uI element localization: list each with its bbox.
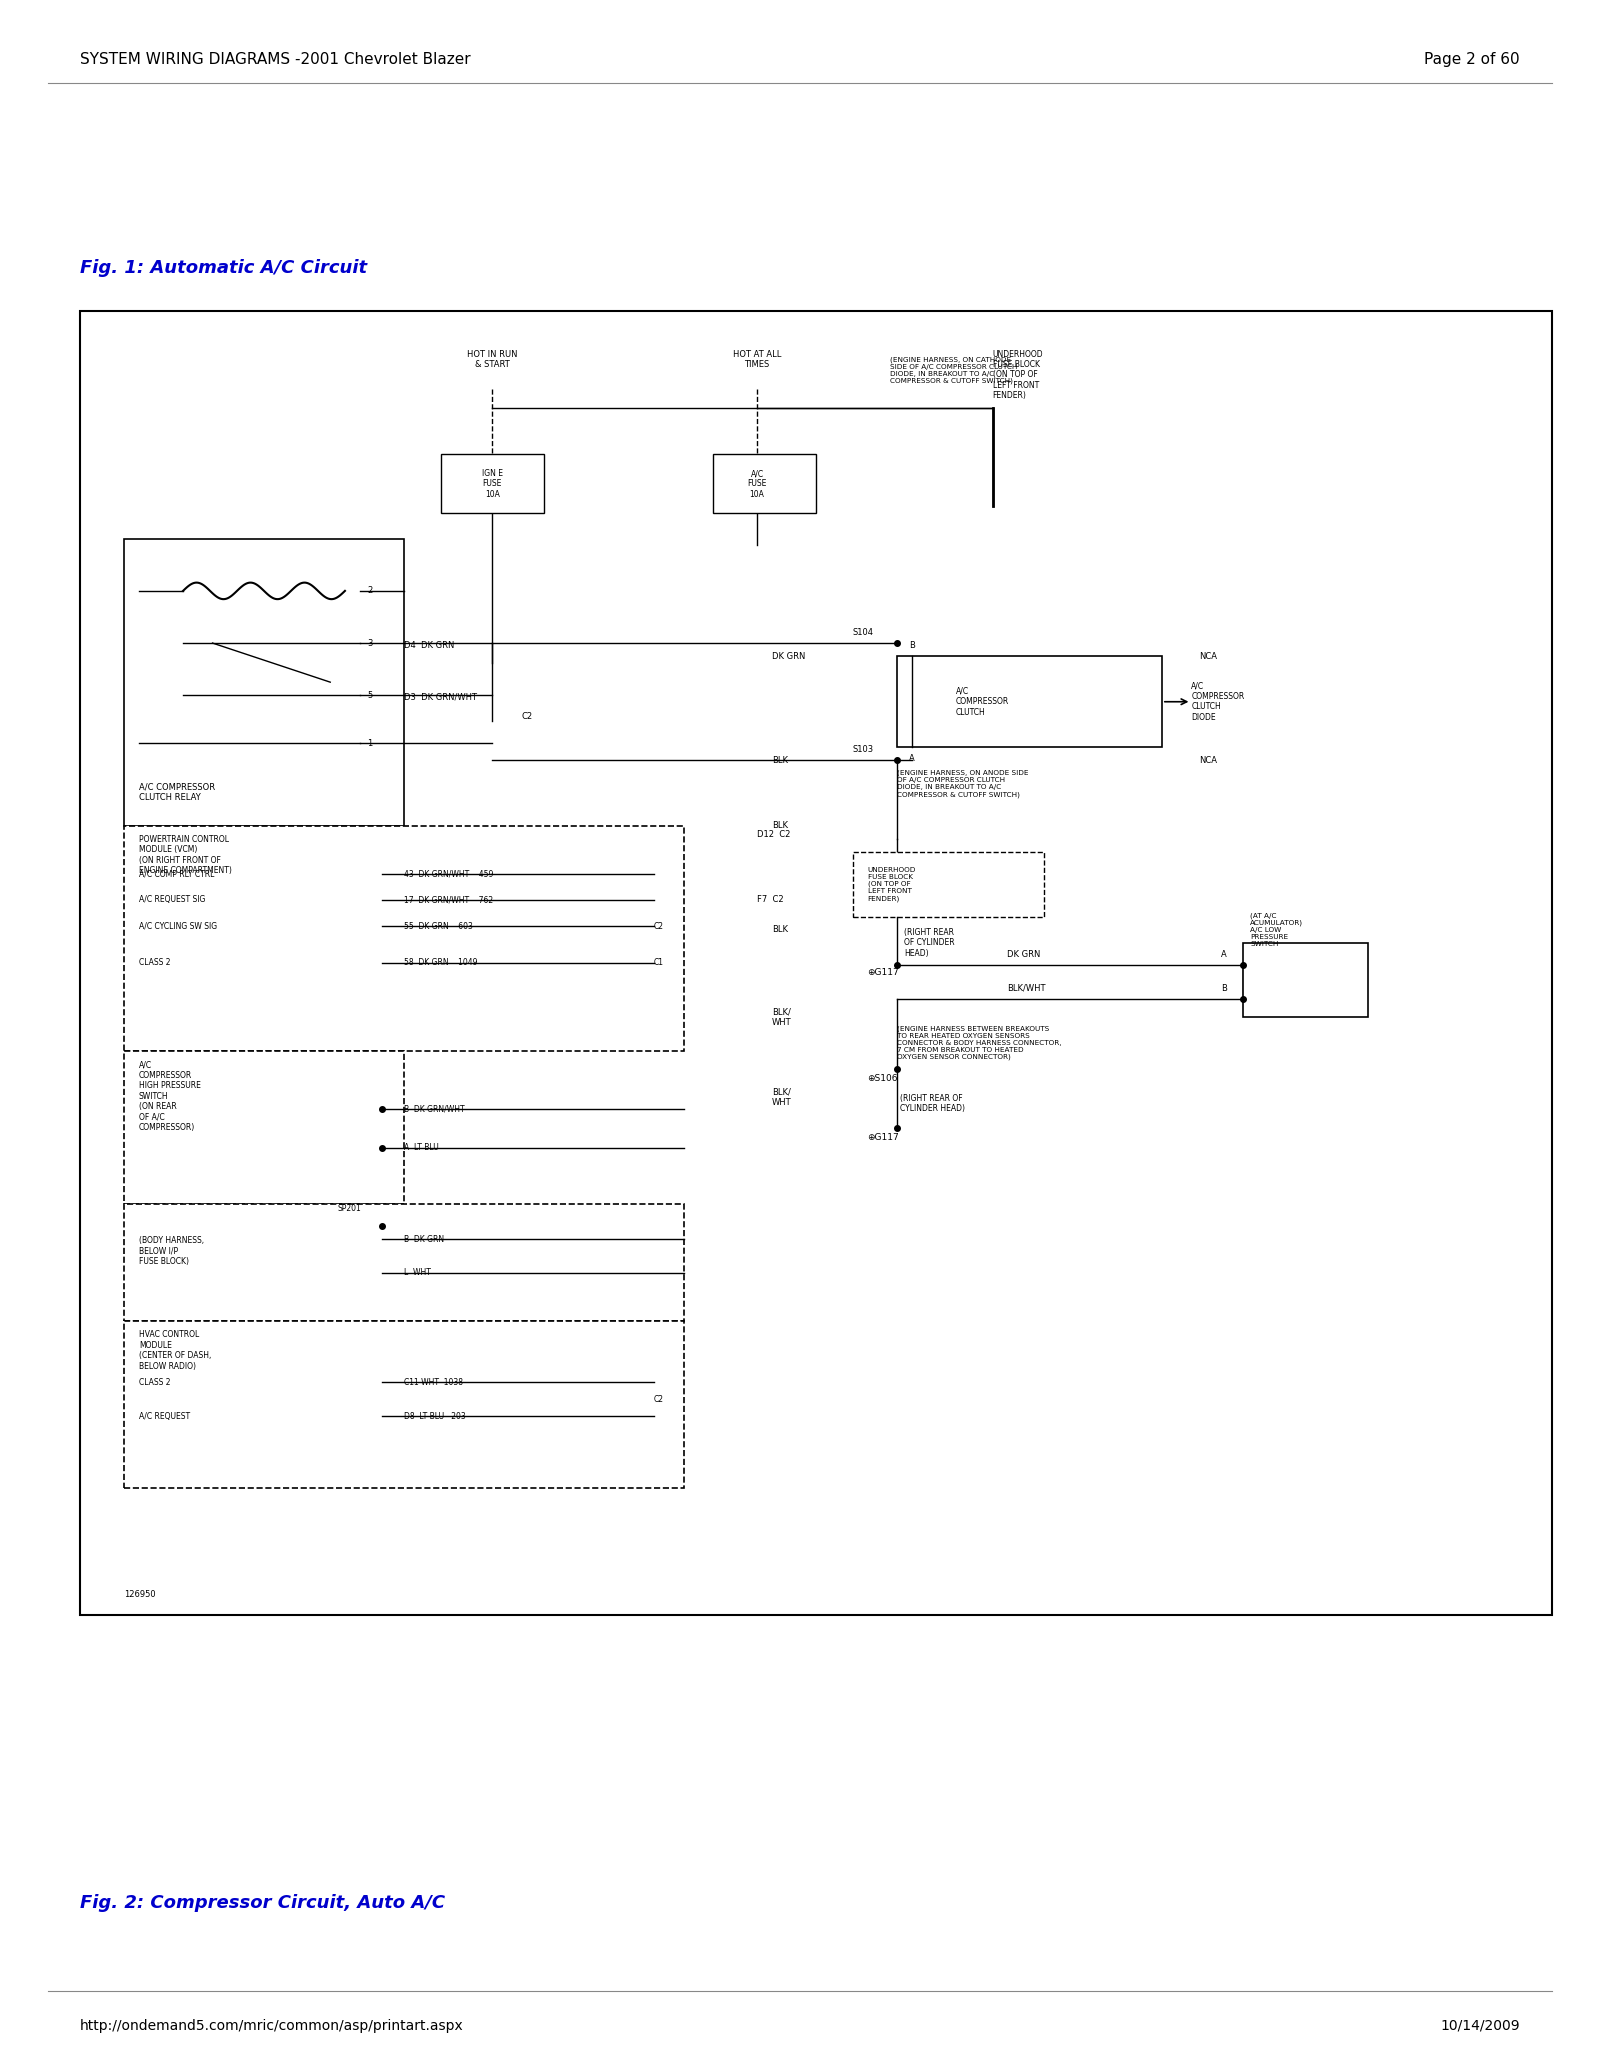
Text: D12  C2: D12 C2 xyxy=(757,830,790,838)
Text: C2: C2 xyxy=(654,1395,664,1403)
Text: C2: C2 xyxy=(522,712,533,720)
Text: A: A xyxy=(1221,950,1227,958)
Text: B  DK GRN: B DK GRN xyxy=(403,1234,443,1244)
Bar xyxy=(125,1205,683,1321)
Text: F7  C2: F7 C2 xyxy=(757,896,784,905)
Text: (ENGINE HARNESS, ON CATHODE
SIDE OF A/C COMPRESSOR CLUTCH
DIODE, IN BREAKOUT TO : (ENGINE HARNESS, ON CATHODE SIDE OF A/C … xyxy=(890,356,1018,385)
Text: NCA: NCA xyxy=(1198,652,1216,660)
Text: DK GRN: DK GRN xyxy=(1008,950,1040,958)
Text: Fig. 2: Compressor Circuit, Auto A/C: Fig. 2: Compressor Circuit, Auto A/C xyxy=(80,1894,445,1913)
Text: ⊕G117: ⊕G117 xyxy=(867,969,899,977)
Text: 1: 1 xyxy=(366,739,373,747)
Text: UNDERHOOD
FUSE BLOCK
(ON TOP OF
LEFT FRONT
FENDER): UNDERHOOD FUSE BLOCK (ON TOP OF LEFT FRO… xyxy=(867,867,915,903)
Bar xyxy=(440,453,544,513)
Bar xyxy=(125,1321,683,1488)
Text: D3  DK GRN/WHT: D3 DK GRN/WHT xyxy=(403,693,477,702)
Bar xyxy=(125,1052,403,1205)
Text: C1: C1 xyxy=(654,958,664,967)
Text: CLASS 2: CLASS 2 xyxy=(139,1379,170,1387)
Text: A/C COMP RLY CTRL: A/C COMP RLY CTRL xyxy=(139,869,214,878)
Text: D8  LT BLU   203: D8 LT BLU 203 xyxy=(403,1412,466,1420)
Text: A/C REQUEST: A/C REQUEST xyxy=(139,1412,190,1420)
Text: Page 2 of 60: Page 2 of 60 xyxy=(1424,52,1520,66)
Text: 3: 3 xyxy=(366,638,373,648)
Text: A: A xyxy=(909,753,915,764)
Text: POWERTRAIN CONTROL
MODULE (VCM)
(ON RIGHT FRONT OF
ENGINE COMPARTMENT): POWERTRAIN CONTROL MODULE (VCM) (ON RIGH… xyxy=(139,834,232,876)
Text: UNDERHOOD
FUSE BLOCK
(ON TOP OF
LEFT FRONT
FENDER): UNDERHOOD FUSE BLOCK (ON TOP OF LEFT FRO… xyxy=(992,350,1043,400)
Text: (RIGHT REAR OF
CYLINDER HEAD): (RIGHT REAR OF CYLINDER HEAD) xyxy=(899,1093,965,1114)
Text: 2: 2 xyxy=(366,586,373,596)
Text: S103: S103 xyxy=(853,745,874,753)
Text: Fig. 1: Automatic A/C Circuit: Fig. 1: Automatic A/C Circuit xyxy=(80,259,366,277)
Text: BLK: BLK xyxy=(771,756,787,766)
Text: ⊕G117: ⊕G117 xyxy=(867,1132,899,1143)
Bar xyxy=(714,453,816,513)
Text: SP201: SP201 xyxy=(338,1205,362,1213)
Text: A/C
COMPRESSOR
CLUTCH
DIODE: A/C COMPRESSOR CLUTCH DIODE xyxy=(1192,681,1245,722)
Text: 10/14/2009: 10/14/2009 xyxy=(1440,2018,1520,2033)
Bar xyxy=(125,826,683,1052)
Text: A/C REQUEST SIG: A/C REQUEST SIG xyxy=(139,896,205,905)
Text: (ENGINE HARNESS, ON ANODE SIDE
OF A/C COMPRESSOR CLUTCH
DIODE, IN BREAKOUT TO A/: (ENGINE HARNESS, ON ANODE SIDE OF A/C CO… xyxy=(898,770,1029,797)
Text: B: B xyxy=(909,640,915,650)
Text: A  LT BLU: A LT BLU xyxy=(403,1143,438,1153)
Text: http://ondemand5.com/mric/common/asp/printart.aspx: http://ondemand5.com/mric/common/asp/pri… xyxy=(80,2018,464,2033)
Bar xyxy=(125,538,403,826)
Text: D4  DK GRN: D4 DK GRN xyxy=(403,640,454,650)
Text: HOT AT ALL
TIMES: HOT AT ALL TIMES xyxy=(733,350,781,368)
Text: IGN E
FUSE
10A: IGN E FUSE 10A xyxy=(482,470,502,499)
Text: BLK/
WHT: BLK/ WHT xyxy=(771,1087,792,1107)
Text: L  WHT: L WHT xyxy=(403,1269,430,1277)
Text: B  DK GRN/WHT: B DK GRN/WHT xyxy=(403,1103,464,1114)
Text: (AT A/C
ACUMULATOR)
A/C LOW
PRESSURE
SWITCH: (AT A/C ACUMULATOR) A/C LOW PRESSURE SWI… xyxy=(1250,913,1304,948)
Text: 17  DK GRN/WHT    762: 17 DK GRN/WHT 762 xyxy=(403,896,493,905)
Text: A/C
FUSE
10A: A/C FUSE 10A xyxy=(747,470,766,499)
Text: DK GRN: DK GRN xyxy=(771,652,805,660)
Bar xyxy=(1243,944,1368,1016)
Text: HOT IN RUN
& START: HOT IN RUN & START xyxy=(467,350,517,368)
Text: SYSTEM WIRING DIAGRAMS -2001 Chevrolet Blazer: SYSTEM WIRING DIAGRAMS -2001 Chevrolet B… xyxy=(80,52,470,66)
Text: S104: S104 xyxy=(853,627,874,638)
Text: C2: C2 xyxy=(654,921,664,932)
Text: (ENGINE HARNESS BETWEEN BREAKOUTS
TO REAR HEATED OXYGEN SENSORS
CONNECTOR & BODY: (ENGINE HARNESS BETWEEN BREAKOUTS TO REA… xyxy=(898,1025,1061,1060)
Text: NCA: NCA xyxy=(1198,756,1216,766)
Text: B: B xyxy=(1221,983,1227,992)
Text: 58  DK GRN    1049: 58 DK GRN 1049 xyxy=(403,958,477,967)
Text: A/C
COMPRESSOR
CLUTCH: A/C COMPRESSOR CLUTCH xyxy=(955,687,1010,716)
Text: HVAC CONTROL
MODULE
(CENTER OF DASH,
BELOW RADIO): HVAC CONTROL MODULE (CENTER OF DASH, BEL… xyxy=(139,1331,211,1370)
Text: 5: 5 xyxy=(366,691,373,700)
Text: A/C COMPRESSOR
CLUTCH RELAY: A/C COMPRESSOR CLUTCH RELAY xyxy=(139,782,214,803)
Text: C11 WHT  1038: C11 WHT 1038 xyxy=(403,1379,462,1387)
Text: BLK: BLK xyxy=(771,822,787,830)
Text: A/C
COMPRESSOR
HIGH PRESSURE
SWITCH
(ON REAR
OF A/C
COMPRESSOR): A/C COMPRESSOR HIGH PRESSURE SWITCH (ON … xyxy=(139,1060,200,1132)
Text: CLASS 2: CLASS 2 xyxy=(139,958,170,967)
Bar xyxy=(898,656,1162,747)
Text: (BODY HARNESS,
BELOW I/P
FUSE BLOCK): (BODY HARNESS, BELOW I/P FUSE BLOCK) xyxy=(139,1236,205,1267)
Text: BLK/WHT: BLK/WHT xyxy=(1008,983,1046,992)
Text: BLK/
WHT: BLK/ WHT xyxy=(771,1008,792,1027)
Text: 55  DK GRN    603: 55 DK GRN 603 xyxy=(403,921,472,932)
Text: ⊕S106: ⊕S106 xyxy=(867,1074,898,1083)
Text: 126950: 126950 xyxy=(125,1590,155,1598)
Text: (RIGHT REAR
OF CYLINDER
HEAD): (RIGHT REAR OF CYLINDER HEAD) xyxy=(904,927,955,958)
Bar xyxy=(80,310,1552,1615)
Text: 43  DK GRN/WHT    459: 43 DK GRN/WHT 459 xyxy=(403,869,493,878)
Text: BLK: BLK xyxy=(771,925,787,934)
Text: A/C CYCLING SW SIG: A/C CYCLING SW SIG xyxy=(139,921,218,932)
Bar xyxy=(853,851,1045,917)
